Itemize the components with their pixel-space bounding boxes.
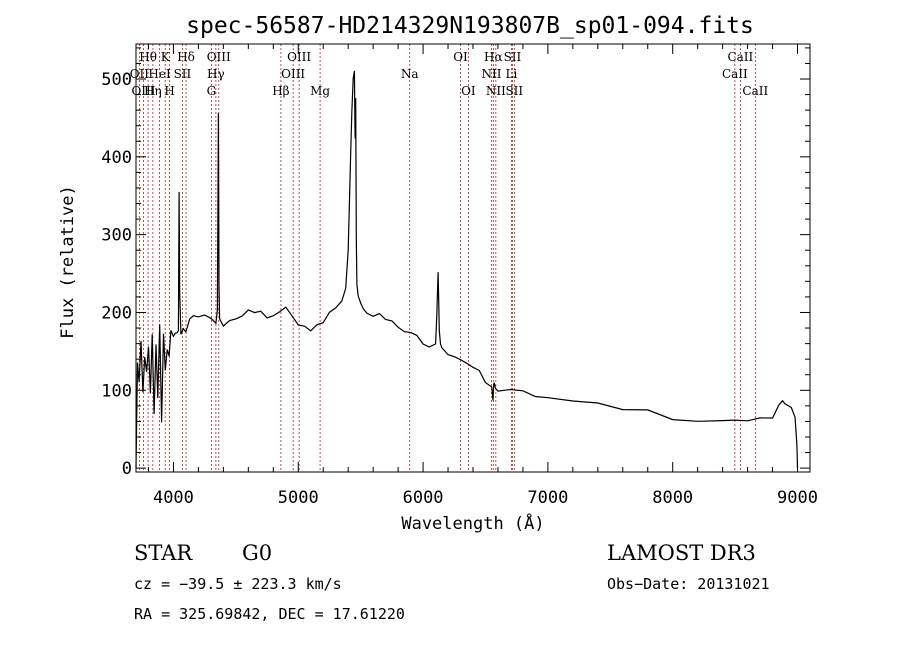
x-tick-label: 9000 bbox=[777, 488, 818, 508]
y-tick-label: 200 bbox=[101, 303, 132, 323]
x-axis-label: Wavelength (Å) bbox=[401, 512, 544, 534]
y-axis-label: Flux (relative) bbox=[58, 185, 78, 339]
spectral-line-label: Hβ bbox=[272, 84, 289, 98]
observation-date: Obs−Date: 20131021 bbox=[607, 575, 770, 593]
spectral-line-label: CaII bbox=[722, 67, 748, 81]
spectral-line-label: NII bbox=[486, 84, 506, 98]
spectral-line-label: SII bbox=[174, 67, 192, 81]
spectral-line-label: NII bbox=[481, 67, 501, 81]
spectral-line-label: CaII bbox=[742, 84, 768, 98]
spectral-line-label: OI bbox=[461, 84, 476, 98]
spectrum-series-line bbox=[135, 70, 799, 469]
y-tick-label: 500 bbox=[101, 70, 132, 90]
plot-frame bbox=[135, 43, 811, 473]
spectral-line-label: OI bbox=[453, 50, 468, 64]
spectral-line-label: K bbox=[161, 50, 171, 64]
coordinates: RA = 325.69842, DEC = 17.61220 bbox=[134, 605, 405, 623]
spectral-line-label: OII bbox=[130, 67, 150, 81]
spectral-line-label: SII bbox=[505, 84, 523, 98]
spectral-line-label: G bbox=[207, 84, 217, 98]
y-tick-label: 400 bbox=[101, 148, 132, 168]
spectral-line-label: Hθ bbox=[139, 50, 157, 64]
spectral-line-label: H bbox=[164, 84, 174, 98]
redshift-velocity: cz = −39.5 ± 223.3 km/s bbox=[134, 575, 342, 593]
x-tick-label: 5000 bbox=[278, 488, 319, 508]
spectral-line-markers bbox=[138, 44, 756, 472]
spectral-line-label: Hα bbox=[484, 50, 503, 64]
x-tick-label: 6000 bbox=[403, 488, 444, 508]
spectral-line-label: OIII bbox=[207, 50, 231, 64]
spectral-line-label: SII bbox=[504, 50, 522, 64]
survey-name: LAMOST DR3 bbox=[607, 541, 756, 565]
x-tick-label: 7000 bbox=[527, 488, 568, 508]
spectral-line-label: OIII bbox=[287, 50, 311, 64]
spectral-line-label: Na bbox=[401, 67, 419, 81]
axis-ticks: 4000 5000 6000 7000 8000 9000 0 100 200 300 400 500 bbox=[101, 44, 818, 508]
chart-title: spec-56587-HD214329N193807B_sp01-094.fit… bbox=[186, 13, 754, 39]
spectral-line-label: Hη bbox=[144, 84, 162, 98]
y-tick-label: 0 bbox=[122, 459, 132, 479]
y-tick-label: 300 bbox=[101, 226, 132, 246]
object-subclass: G0 bbox=[242, 541, 272, 565]
x-tick-label: 4000 bbox=[153, 488, 194, 508]
spectral-line-label: Hδ bbox=[177, 50, 195, 64]
spectral-line-label: HeI bbox=[148, 67, 171, 81]
spectral-line-label: Mg bbox=[310, 84, 330, 98]
x-tick-label: 8000 bbox=[652, 488, 693, 508]
object-type: STAR bbox=[134, 541, 193, 565]
y-tick-label: 100 bbox=[101, 381, 132, 401]
spectral-line-label: Li bbox=[506, 67, 518, 81]
spectral-line-label: OIII bbox=[281, 67, 305, 81]
spectral-line-label: Hγ bbox=[207, 67, 225, 81]
spectral-line-label: CaII bbox=[727, 50, 753, 64]
